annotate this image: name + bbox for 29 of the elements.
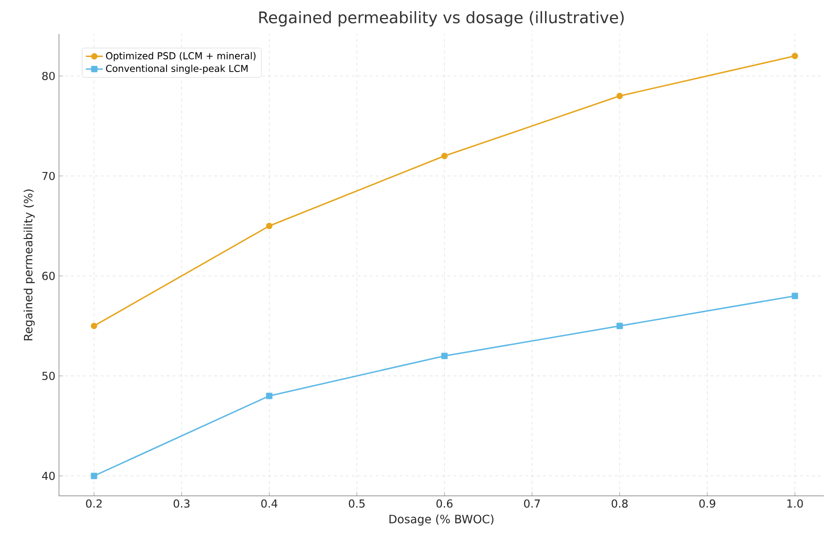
y-tick-label: 80	[42, 72, 55, 80]
point	[266, 392, 272, 400]
point	[616, 92, 623, 100]
point	[441, 152, 448, 160]
x-tick-label: 1.0	[787, 499, 803, 508]
y-tick-label: 40	[42, 472, 55, 480]
x-tick-label: 0.7	[524, 499, 540, 508]
point	[792, 52, 798, 60]
y-tick-label: 50	[42, 372, 55, 380]
x-tick-label: 0.2	[86, 499, 102, 508]
point	[90, 322, 98, 330]
point	[266, 222, 272, 230]
x-tick-label: 0.4	[261, 499, 278, 508]
x-tick-label: 0.3	[174, 499, 190, 508]
x-axis-title: Dosage (% BWOC)	[390, 514, 494, 526]
legend-label: Optimized PSD (LCM + mineral)	[106, 52, 256, 62]
x-tick-label: 0.8	[612, 499, 628, 508]
y-tick-label: 60	[42, 272, 55, 280]
x-tick-label: 0.6	[436, 499, 452, 508]
chart-title: Regained permeability vs dosage (illustrative)	[259, 11, 624, 27]
x-tick-label: 0.5	[348, 499, 365, 508]
legend-label: Conventional single-peak LCM	[106, 64, 248, 74]
point	[792, 292, 798, 300]
point	[616, 322, 623, 330]
x-tick-label: 0.9	[699, 499, 716, 508]
point	[90, 472, 98, 480]
y-tick-label: 70	[42, 172, 55, 180]
point	[441, 352, 448, 360]
y-axis-title: Regained permeability (%)	[24, 190, 35, 340]
